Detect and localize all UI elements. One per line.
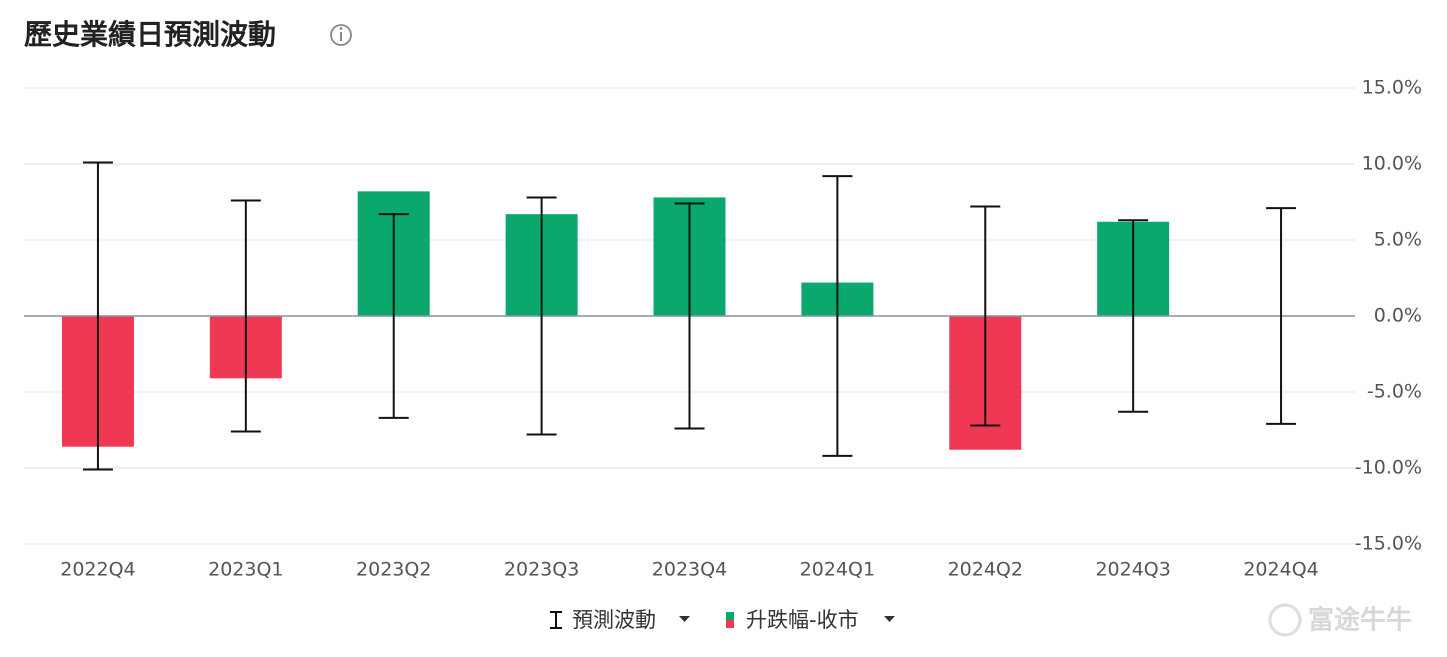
legend-marker xyxy=(550,611,562,629)
info-icon[interactable] xyxy=(330,24,352,46)
x-tick-label: 2023Q1 xyxy=(208,559,283,581)
legend-dropdown xyxy=(884,616,895,622)
error-bar xyxy=(1266,207,1297,425)
y-tick-label: 10.0% xyxy=(1362,153,1422,175)
error-bar xyxy=(970,205,1001,427)
legend-marker xyxy=(726,612,734,620)
y-tick-label: -10.0% xyxy=(1355,457,1422,479)
x-tick-label: 2024Q4 xyxy=(1243,559,1318,581)
y-tick-label: 5.0% xyxy=(1374,229,1422,251)
legend-dropdown xyxy=(679,616,690,622)
y-tick-label: -15.0% xyxy=(1355,533,1422,555)
x-tick-label: 2024Q1 xyxy=(800,559,875,581)
y-tick-label: -5.0% xyxy=(1367,381,1422,403)
error-bar xyxy=(82,161,113,471)
legend-marker xyxy=(726,620,734,628)
x-tick-label: 2023Q3 xyxy=(504,559,579,581)
error-bar xyxy=(1118,219,1149,413)
error-bar xyxy=(378,213,409,419)
x-tick-label: 2023Q4 xyxy=(652,559,727,581)
y-tick-label: 0.0% xyxy=(1374,305,1422,327)
error-bar xyxy=(230,199,261,433)
error-bar xyxy=(674,202,705,430)
legend-item[interactable]: 預測波動 xyxy=(550,608,690,632)
error-bar xyxy=(822,175,853,457)
watermark: 富途牛牛 xyxy=(1308,605,1412,636)
legend-label: 預測波動 xyxy=(572,608,656,632)
error-bar xyxy=(526,196,557,436)
x-tick-label: 2023Q2 xyxy=(356,559,431,581)
legend-label: 升跌幅-收市 xyxy=(746,608,859,632)
watermark-logo xyxy=(1268,603,1302,637)
x-tick-label: 2022Q4 xyxy=(60,559,135,581)
legend-item[interactable]: 升跌幅-收市 xyxy=(726,608,895,632)
x-tick-label: 2024Q2 xyxy=(948,559,1023,581)
x-tick-label: 2024Q3 xyxy=(1095,559,1170,581)
chart-title: 歷史業績日預測波動 xyxy=(24,18,276,51)
y-tick-label: 15.0% xyxy=(1362,77,1422,99)
